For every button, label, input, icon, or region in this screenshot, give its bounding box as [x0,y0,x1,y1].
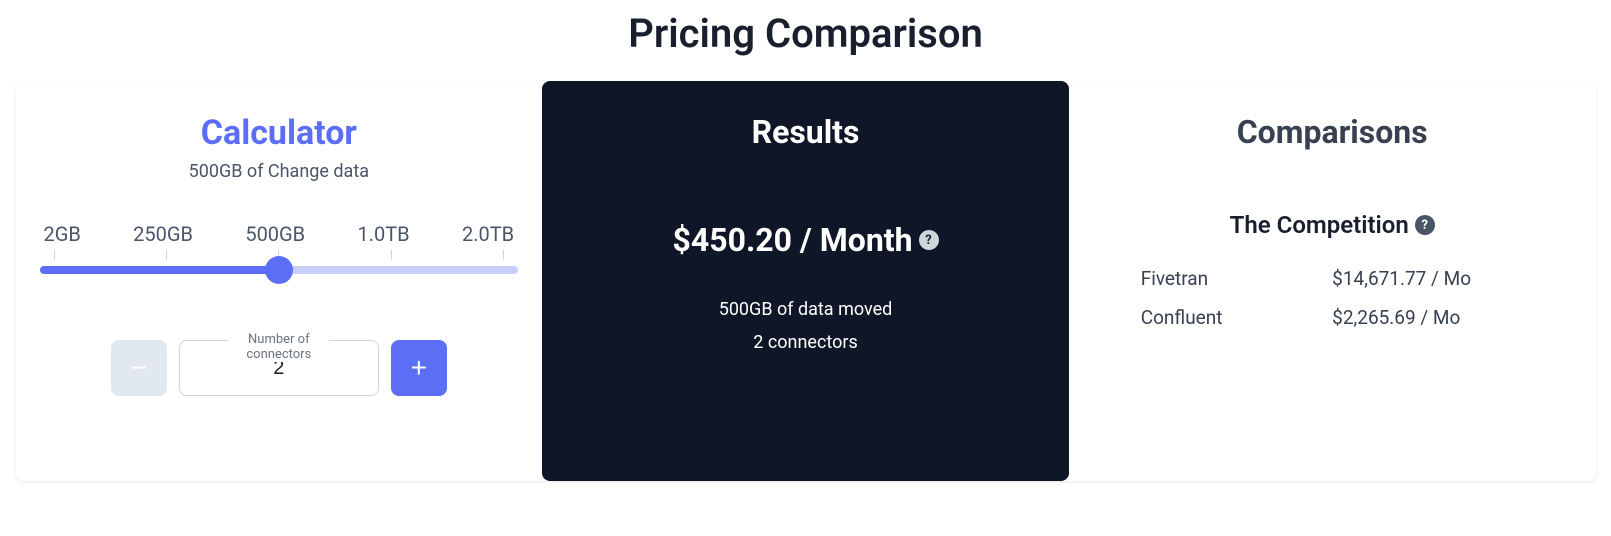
competitor-name: Fivetran [1141,267,1332,290]
results-price: $450.20 / Month [673,221,913,259]
slider-label: 2.0TB [462,222,514,246]
connectors-stepper: − Number of connectors + [40,340,519,396]
comparisons-title: Comparisons [1093,113,1572,151]
competitor-name: Confluent [1141,306,1332,329]
pricing-panels: Calculator 500GB of Change data 2GB 250G… [16,81,1596,481]
help-icon[interactable]: ? [1415,215,1435,235]
calculator-title: Calculator [40,113,519,153]
page-title: Pricing Comparison [10,10,1601,57]
slider-tick [503,250,504,260]
slider-label: 500GB [245,222,305,246]
results-panel: Results $450.20 / Month ? 500GB of data … [542,81,1069,481]
connectors-input-label: Number of connectors [229,332,329,362]
results-title: Results [566,113,1045,151]
comparisons-subtitle-row: The Competition ? [1230,211,1435,239]
slider-labels: 2GB 250GB 500GB 1.0TB 2.0TB [40,222,519,246]
decrement-button[interactable]: − [111,340,167,396]
slider-tick [391,250,392,260]
results-connectors: 2 connectors [566,332,1045,353]
slider-label: 1.0TB [357,222,409,246]
help-icon[interactable]: ? [919,230,939,250]
slider-fill [40,266,279,274]
competitor-price: $14,671.77 / Mo [1332,267,1523,290]
calculator-subtitle: 500GB of Change data [40,161,519,182]
comparison-row: Confluent $2,265.69 / Mo [1141,298,1524,337]
slider-tick [166,250,167,260]
results-price-row: $450.20 / Month ? [673,221,939,259]
slider-label: 2GB [44,222,81,246]
slider-tick [54,250,55,260]
slider-label: 250GB [133,222,193,246]
calculator-panel: Calculator 500GB of Change data 2GB 250G… [16,81,543,481]
increment-button[interactable]: + [391,340,447,396]
results-data-moved: 500GB of data moved [566,299,1045,320]
comparisons-panel: Comparisons The Competition ? Fivetran $… [1069,81,1596,481]
comparison-row: Fivetran $14,671.77 / Mo [1141,259,1524,298]
comparisons-subtitle: The Competition [1230,211,1409,239]
data-volume-slider[interactable] [40,250,519,290]
slider-thumb[interactable] [265,256,293,284]
competitor-price: $2,265.69 / Mo [1332,306,1523,329]
comparison-table: Fivetran $14,671.77 / Mo Confluent $2,26… [1141,259,1524,337]
connectors-input-wrap: Number of connectors [179,340,379,396]
